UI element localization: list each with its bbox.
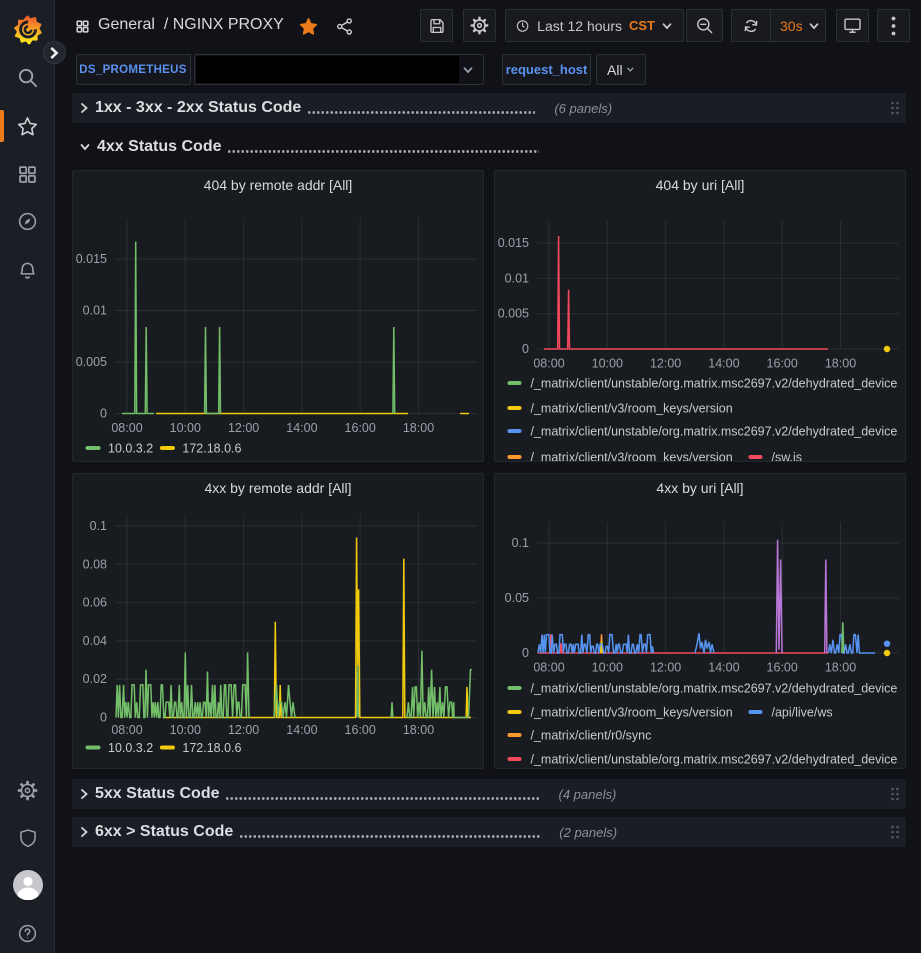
svg-text:08:00: 08:00	[533, 661, 564, 675]
svg-text:18:00: 18:00	[825, 661, 856, 675]
svg-text:0: 0	[522, 646, 529, 660]
svg-text:172.18.0.6: 172.18.0.6	[182, 741, 241, 755]
svg-text:10.0.3.2: 10.0.3.2	[108, 741, 153, 755]
svg-text:172.18.0.6: 172.18.0.6	[182, 442, 241, 456]
svg-text:0.005: 0.005	[498, 307, 529, 321]
svg-text:16:00: 16:00	[345, 723, 376, 737]
svg-text:/_matrix/client/unstable/org.m: /_matrix/client/unstable/org.matrix.msc2…	[531, 753, 898, 767]
svg-text:16:00: 16:00	[345, 421, 376, 435]
svg-text:0: 0	[100, 711, 107, 725]
svg-text:18:00: 18:00	[825, 357, 856, 371]
svg-text:0.015: 0.015	[498, 236, 529, 250]
svg-text:0.08: 0.08	[83, 557, 107, 571]
svg-text:/_matrix/client/unstable/org.m: /_matrix/client/unstable/org.matrix.msc2…	[531, 377, 898, 391]
svg-text:10.0.3.2: 10.0.3.2	[108, 442, 153, 456]
svg-text:14:00: 14:00	[708, 661, 739, 675]
svg-text:/_matrix/client/v3/room_keys/v: /_matrix/client/v3/room_keys/version	[531, 402, 733, 416]
svg-text:14:00: 14:00	[708, 357, 739, 371]
svg-text:10:00: 10:00	[170, 723, 201, 737]
svg-text:18:00: 18:00	[403, 421, 434, 435]
svg-text:0.1: 0.1	[90, 519, 107, 533]
svg-text:0.05: 0.05	[505, 591, 529, 605]
svg-text:0: 0	[522, 342, 529, 356]
svg-text:08:00: 08:00	[111, 723, 142, 737]
svg-text:10:00: 10:00	[170, 421, 201, 435]
svg-text:0.04: 0.04	[83, 634, 107, 648]
svg-text:08:00: 08:00	[533, 357, 564, 371]
svg-text:0.005: 0.005	[76, 355, 107, 369]
svg-text:0.015: 0.015	[76, 252, 107, 266]
svg-text:12:00: 12:00	[228, 723, 259, 737]
svg-text:10:00: 10:00	[592, 357, 623, 371]
svg-text:10:00: 10:00	[592, 661, 623, 675]
svg-text:/api/live/ws: /api/live/ws	[772, 706, 833, 720]
svg-text:/_matrix/client/r0/sync: /_matrix/client/r0/sync	[531, 729, 652, 743]
svg-text:12:00: 12:00	[228, 421, 259, 435]
svg-text:/_matrix/client/v3/room_keys/v: /_matrix/client/v3/room_keys/version	[531, 451, 733, 463]
svg-text:0.02: 0.02	[83, 672, 107, 686]
svg-text:14:00: 14:00	[286, 421, 317, 435]
svg-text:0.01: 0.01	[83, 304, 107, 318]
svg-text:0.06: 0.06	[83, 596, 107, 610]
svg-text:18:00: 18:00	[403, 723, 434, 737]
svg-text:0: 0	[100, 407, 107, 421]
svg-text:12:00: 12:00	[650, 661, 681, 675]
svg-text:08:00: 08:00	[111, 421, 142, 435]
svg-text:14:00: 14:00	[286, 723, 317, 737]
svg-text:/_matrix/client/unstable/org.m: /_matrix/client/unstable/org.matrix.msc2…	[531, 425, 898, 439]
svg-text:0.01: 0.01	[505, 271, 529, 285]
svg-text:0.1: 0.1	[512, 536, 529, 550]
svg-text:16:00: 16:00	[767, 661, 798, 675]
svg-text:16:00: 16:00	[767, 357, 798, 371]
svg-text:/sw.js: /sw.js	[772, 451, 803, 463]
svg-text:12:00: 12:00	[650, 357, 681, 371]
svg-text:/_matrix/client/unstable/org.m: /_matrix/client/unstable/org.matrix.msc2…	[531, 682, 898, 696]
svg-text:/_matrix/client/v3/room_keys/v: /_matrix/client/v3/room_keys/version	[531, 706, 733, 720]
